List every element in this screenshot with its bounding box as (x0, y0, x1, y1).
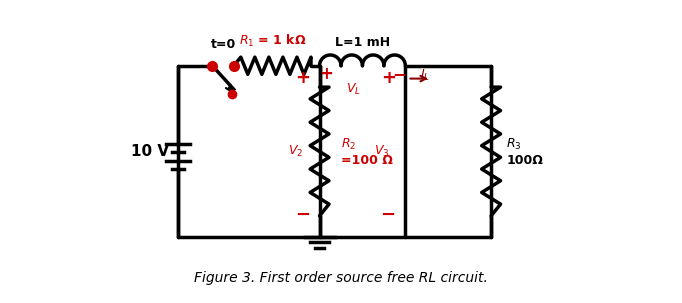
Text: +: + (295, 69, 310, 87)
Text: L=1 mH: L=1 mH (335, 36, 390, 49)
Text: $R_1$ = 1 kΩ: $R_1$ = 1 kΩ (239, 33, 306, 49)
Text: $R_2$
=100 Ω: $R_2$ =100 Ω (341, 136, 393, 167)
Text: −: − (381, 206, 396, 224)
Text: $V_2$: $V_2$ (288, 144, 303, 159)
Text: t=0: t=0 (211, 38, 236, 51)
Text: $V_L$: $V_L$ (346, 82, 361, 97)
Text: 10 V: 10 V (131, 144, 169, 159)
Text: $I_L$: $I_L$ (420, 68, 430, 83)
Text: Figure 3. First order source free RL circuit.: Figure 3. First order source free RL cir… (194, 271, 488, 285)
Text: $R_3$
100Ω: $R_3$ 100Ω (506, 136, 543, 167)
Text: +: + (319, 65, 333, 83)
Text: −: − (295, 206, 310, 224)
Text: $V_3$: $V_3$ (374, 144, 389, 159)
Text: +: + (381, 69, 396, 87)
Text: −: − (392, 65, 406, 83)
